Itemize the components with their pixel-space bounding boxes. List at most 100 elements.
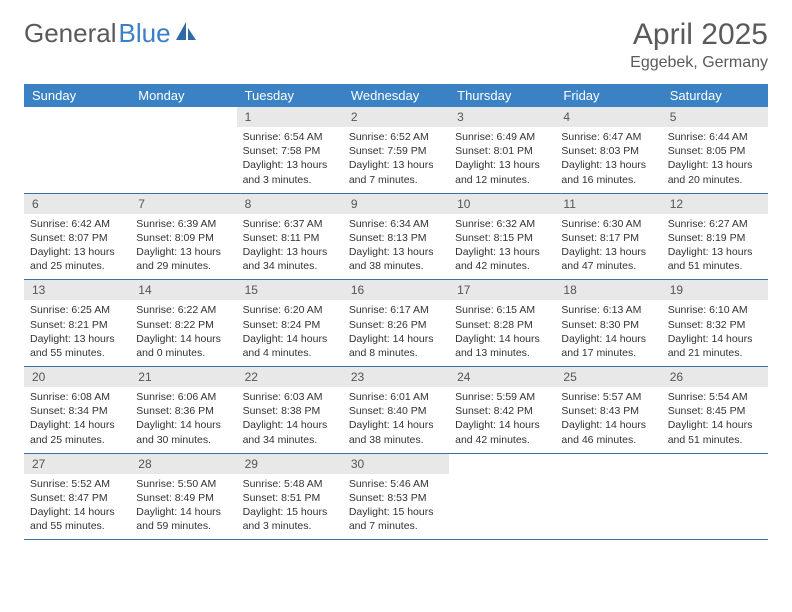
day-details: Sunrise: 5:54 AMSunset: 8:45 PMDaylight:…: [662, 387, 768, 453]
day-header: Tuesday: [237, 84, 343, 107]
logo: GeneralBlue: [24, 18, 198, 49]
calendar-cell: [662, 453, 768, 540]
day-details: Sunrise: 6:22 AMSunset: 8:22 PMDaylight:…: [130, 300, 236, 366]
day-number: 19: [662, 280, 768, 300]
calendar-cell: 29Sunrise: 5:48 AMSunset: 8:51 PMDayligh…: [237, 453, 343, 540]
day-number: 16: [343, 280, 449, 300]
day-number: 24: [449, 367, 555, 387]
calendar-cell: 5Sunrise: 6:44 AMSunset: 8:05 PMDaylight…: [662, 107, 768, 193]
calendar-cell: 17Sunrise: 6:15 AMSunset: 8:28 PMDayligh…: [449, 280, 555, 367]
day-details: Sunrise: 6:17 AMSunset: 8:26 PMDaylight:…: [343, 300, 449, 366]
day-details: Sunrise: 6:01 AMSunset: 8:40 PMDaylight:…: [343, 387, 449, 453]
day-number: 17: [449, 280, 555, 300]
day-details: Sunrise: 5:48 AMSunset: 8:51 PMDaylight:…: [237, 474, 343, 540]
day-number: 7: [130, 194, 236, 214]
day-header: Friday: [555, 84, 661, 107]
logo-word1: General: [24, 18, 117, 49]
day-number: 11: [555, 194, 661, 214]
day-header: Monday: [130, 84, 236, 107]
day-number: 15: [237, 280, 343, 300]
day-details: Sunrise: 6:27 AMSunset: 8:19 PMDaylight:…: [662, 214, 768, 280]
calendar-cell: 20Sunrise: 6:08 AMSunset: 8:34 PMDayligh…: [24, 367, 130, 454]
day-number: 20: [24, 367, 130, 387]
calendar-week-row: 1Sunrise: 6:54 AMSunset: 7:58 PMDaylight…: [24, 107, 768, 193]
day-header: Sunday: [24, 84, 130, 107]
day-details: Sunrise: 6:08 AMSunset: 8:34 PMDaylight:…: [24, 387, 130, 453]
calendar-week-row: 27Sunrise: 5:52 AMSunset: 8:47 PMDayligh…: [24, 453, 768, 540]
day-details: Sunrise: 6:52 AMSunset: 7:59 PMDaylight:…: [343, 127, 449, 193]
day-header: Thursday: [449, 84, 555, 107]
day-number: 1: [237, 107, 343, 127]
day-details: Sunrise: 5:57 AMSunset: 8:43 PMDaylight:…: [555, 387, 661, 453]
day-number: 23: [343, 367, 449, 387]
calendar-cell: 10Sunrise: 6:32 AMSunset: 8:15 PMDayligh…: [449, 193, 555, 280]
day-header: Wednesday: [343, 84, 449, 107]
day-number: 28: [130, 454, 236, 474]
calendar-cell: 15Sunrise: 6:20 AMSunset: 8:24 PMDayligh…: [237, 280, 343, 367]
calendar-cell: 3Sunrise: 6:49 AMSunset: 8:01 PMDaylight…: [449, 107, 555, 193]
day-details: Sunrise: 5:52 AMSunset: 8:47 PMDaylight:…: [24, 474, 130, 540]
calendar-cell: 19Sunrise: 6:10 AMSunset: 8:32 PMDayligh…: [662, 280, 768, 367]
day-number: 10: [449, 194, 555, 214]
calendar-week-row: 20Sunrise: 6:08 AMSunset: 8:34 PMDayligh…: [24, 367, 768, 454]
calendar-cell: 30Sunrise: 5:46 AMSunset: 8:53 PMDayligh…: [343, 453, 449, 540]
calendar-cell: 6Sunrise: 6:42 AMSunset: 8:07 PMDaylight…: [24, 193, 130, 280]
day-details: Sunrise: 6:47 AMSunset: 8:03 PMDaylight:…: [555, 127, 661, 193]
logo-sail-icon: [176, 18, 198, 49]
day-details: Sunrise: 6:06 AMSunset: 8:36 PMDaylight:…: [130, 387, 236, 453]
day-number: 12: [662, 194, 768, 214]
day-details: Sunrise: 6:32 AMSunset: 8:15 PMDaylight:…: [449, 214, 555, 280]
day-number: 30: [343, 454, 449, 474]
day-number: 29: [237, 454, 343, 474]
calendar-cell: 1Sunrise: 6:54 AMSunset: 7:58 PMDaylight…: [237, 107, 343, 193]
day-details: Sunrise: 6:13 AMSunset: 8:30 PMDaylight:…: [555, 300, 661, 366]
day-details: Sunrise: 6:03 AMSunset: 8:38 PMDaylight:…: [237, 387, 343, 453]
calendar-cell: [130, 107, 236, 193]
day-number: 27: [24, 454, 130, 474]
day-number: 6: [24, 194, 130, 214]
calendar-cell: 18Sunrise: 6:13 AMSunset: 8:30 PMDayligh…: [555, 280, 661, 367]
calendar-cell: 24Sunrise: 5:59 AMSunset: 8:42 PMDayligh…: [449, 367, 555, 454]
day-number: 14: [130, 280, 236, 300]
calendar-week-row: 6Sunrise: 6:42 AMSunset: 8:07 PMDaylight…: [24, 193, 768, 280]
day-details: Sunrise: 5:46 AMSunset: 8:53 PMDaylight:…: [343, 474, 449, 540]
calendar-table: SundayMondayTuesdayWednesdayThursdayFrid…: [24, 84, 768, 540]
calendar-cell: [449, 453, 555, 540]
day-details: Sunrise: 6:10 AMSunset: 8:32 PMDaylight:…: [662, 300, 768, 366]
day-number: 25: [555, 367, 661, 387]
day-details: Sunrise: 6:37 AMSunset: 8:11 PMDaylight:…: [237, 214, 343, 280]
day-header-row: SundayMondayTuesdayWednesdayThursdayFrid…: [24, 84, 768, 107]
calendar-cell: 25Sunrise: 5:57 AMSunset: 8:43 PMDayligh…: [555, 367, 661, 454]
calendar-week-row: 13Sunrise: 6:25 AMSunset: 8:21 PMDayligh…: [24, 280, 768, 367]
calendar-cell: 9Sunrise: 6:34 AMSunset: 8:13 PMDaylight…: [343, 193, 449, 280]
day-details: Sunrise: 6:30 AMSunset: 8:17 PMDaylight:…: [555, 214, 661, 280]
calendar-cell: 4Sunrise: 6:47 AMSunset: 8:03 PMDaylight…: [555, 107, 661, 193]
day-number: 26: [662, 367, 768, 387]
calendar-body: 1Sunrise: 6:54 AMSunset: 7:58 PMDaylight…: [24, 107, 768, 540]
day-number: 21: [130, 367, 236, 387]
day-number: 9: [343, 194, 449, 214]
calendar-cell: [555, 453, 661, 540]
calendar-cell: 23Sunrise: 6:01 AMSunset: 8:40 PMDayligh…: [343, 367, 449, 454]
day-details: Sunrise: 6:34 AMSunset: 8:13 PMDaylight:…: [343, 214, 449, 280]
day-number: 3: [449, 107, 555, 127]
title-block: April 2025 Eggebek, Germany: [630, 18, 768, 72]
logo-word2: Blue: [119, 18, 171, 49]
calendar-page: GeneralBlue April 2025 Eggebek, Germany …: [0, 0, 792, 558]
calendar-cell: 11Sunrise: 6:30 AMSunset: 8:17 PMDayligh…: [555, 193, 661, 280]
calendar-cell: 13Sunrise: 6:25 AMSunset: 8:21 PMDayligh…: [24, 280, 130, 367]
calendar-cell: 16Sunrise: 6:17 AMSunset: 8:26 PMDayligh…: [343, 280, 449, 367]
calendar-cell: 8Sunrise: 6:37 AMSunset: 8:11 PMDaylight…: [237, 193, 343, 280]
day-details: Sunrise: 5:50 AMSunset: 8:49 PMDaylight:…: [130, 474, 236, 540]
day-details: Sunrise: 6:20 AMSunset: 8:24 PMDaylight:…: [237, 300, 343, 366]
calendar-cell: 27Sunrise: 5:52 AMSunset: 8:47 PMDayligh…: [24, 453, 130, 540]
day-header: Saturday: [662, 84, 768, 107]
day-number: 18: [555, 280, 661, 300]
calendar-head: SundayMondayTuesdayWednesdayThursdayFrid…: [24, 84, 768, 107]
day-number: 4: [555, 107, 661, 127]
day-details: Sunrise: 6:49 AMSunset: 8:01 PMDaylight:…: [449, 127, 555, 193]
day-details: Sunrise: 6:15 AMSunset: 8:28 PMDaylight:…: [449, 300, 555, 366]
page-header: GeneralBlue April 2025 Eggebek, Germany: [24, 18, 768, 72]
day-details: Sunrise: 6:42 AMSunset: 8:07 PMDaylight:…: [24, 214, 130, 280]
calendar-cell: 26Sunrise: 5:54 AMSunset: 8:45 PMDayligh…: [662, 367, 768, 454]
